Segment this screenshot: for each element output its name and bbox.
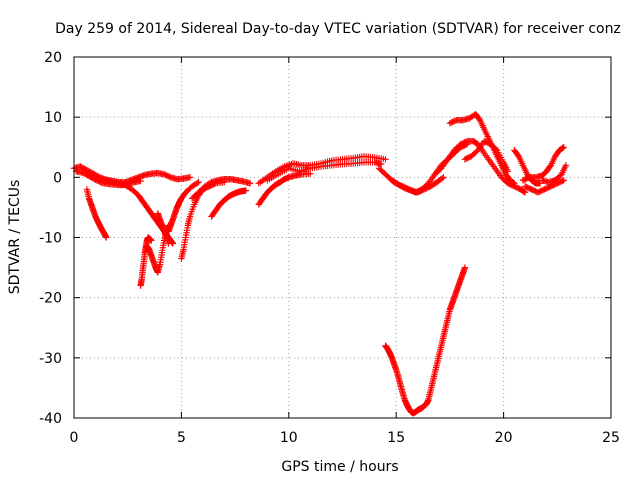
data-point	[521, 188, 528, 195]
data-point	[148, 237, 155, 244]
data-point	[461, 264, 469, 271]
data-point	[377, 160, 385, 168]
data-point	[504, 168, 512, 175]
series-arc-21	[519, 144, 567, 184]
series-arc-14	[264, 159, 385, 184]
chart-title: Day 259 of 2014, Sidereal Day-to-day VTE…	[55, 21, 621, 37]
data-point	[307, 170, 314, 177]
series-arc-17	[431, 138, 529, 196]
x-tick-label: 15	[387, 430, 405, 446]
series-arc-23	[539, 162, 570, 186]
y-tick-label: -20	[39, 291, 62, 307]
x-tick-label: 5	[177, 430, 186, 446]
tick-labels: 0 5 10 15 20 25 -40 -30 -20 -10 0 10 20	[39, 50, 620, 446]
x-axis-label: GPS time / hours	[281, 459, 398, 475]
data-point	[440, 174, 447, 181]
data-point	[382, 156, 389, 163]
series-arc-11	[208, 187, 250, 220]
data-point	[560, 177, 567, 184]
data-point	[511, 180, 518, 187]
data-point	[492, 145, 500, 153]
series-arc-5	[137, 234, 155, 289]
data-point	[186, 174, 194, 181]
data-point	[559, 144, 567, 152]
series-arc-3	[83, 186, 110, 241]
y-tick-label: -40	[39, 411, 62, 427]
series-arc-19	[461, 138, 512, 175]
data-point	[438, 175, 446, 182]
data-points	[70, 110, 570, 417]
y-axis-label: SDTVAR / TECUs	[7, 180, 23, 295]
y-tick-label: 10	[44, 110, 62, 126]
series-arc-8	[165, 178, 202, 235]
x-tick-label: 10	[280, 430, 298, 446]
data-point	[137, 177, 144, 185]
series-arc-12	[255, 170, 314, 208]
data-point	[195, 178, 202, 186]
data-point	[562, 162, 570, 169]
series-arc-10	[188, 175, 254, 202]
series-arc-24	[382, 264, 469, 417]
y-tick-label: 20	[44, 50, 62, 66]
data-point	[510, 179, 517, 186]
series-arc-13	[255, 153, 389, 187]
data-point	[521, 189, 529, 196]
data-point	[559, 177, 566, 185]
series-arc-22	[521, 177, 567, 196]
y-tick-label: -30	[39, 351, 62, 367]
x-tick-label: 25	[602, 430, 620, 446]
y-tick-label: 0	[53, 170, 62, 186]
x-tick-label: 0	[70, 430, 79, 446]
data-point	[169, 240, 177, 247]
data-point	[560, 144, 567, 151]
x-tick-label: 20	[495, 430, 513, 446]
y-tick-label: -10	[39, 231, 62, 247]
data-point	[103, 234, 110, 241]
data-point	[242, 187, 250, 194]
axis-ticks	[73, 56, 612, 419]
data-point	[194, 179, 201, 187]
data-point	[246, 180, 254, 187]
grid-lines	[74, 57, 611, 418]
